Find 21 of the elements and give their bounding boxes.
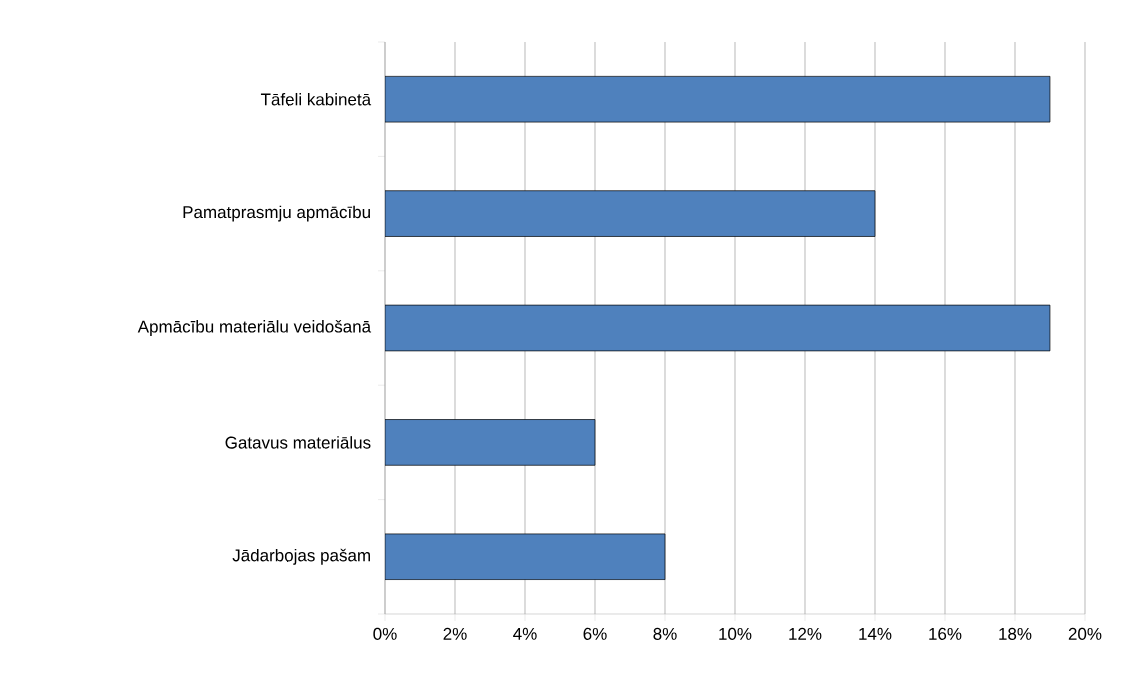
- x-tick-label: 0%: [373, 627, 397, 640]
- bar: [385, 190, 876, 237]
- y-tick-label: Apmācību materiālu veidošanā: [137, 320, 372, 336]
- bar: [385, 304, 1051, 352]
- x-tick-label: 12%: [789, 627, 822, 640]
- bar: [385, 533, 666, 581]
- x-tick-label: 10%: [719, 627, 752, 640]
- x-tick-label: 20%: [1068, 627, 1102, 640]
- x-tick-label: 6%: [583, 627, 607, 640]
- x-tick-label: 4%: [513, 627, 537, 640]
- x-tick-label: 2%: [443, 627, 467, 640]
- x-tick-label: 8%: [653, 627, 677, 640]
- y-tick-label: Pamatprasmju apmācību: [183, 205, 370, 222]
- bar: [385, 419, 596, 466]
- y-tick-label: Gatavus materiālus: [225, 436, 371, 449]
- x-tick-label: 14%: [859, 627, 892, 640]
- bar: [385, 75, 1051, 123]
- y-tick-label: Tāfeli kabinetā: [260, 92, 372, 106]
- x-tick-label: 18%: [999, 627, 1032, 640]
- x-tick-label: 16%: [929, 627, 962, 640]
- y-tick-label: Jādarbojas pašam: [232, 548, 370, 565]
